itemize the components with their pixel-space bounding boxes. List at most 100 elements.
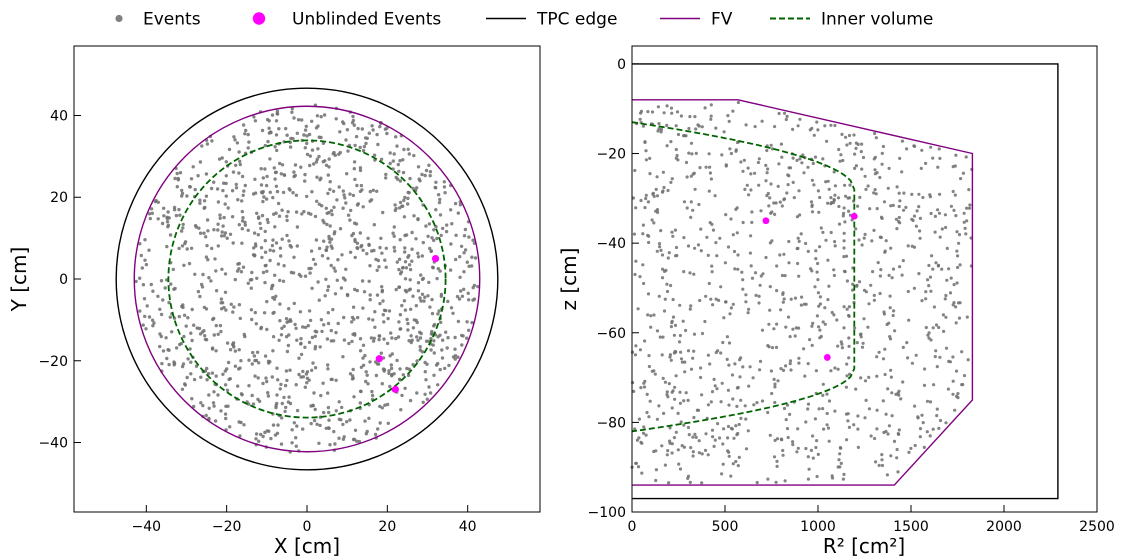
event-point <box>800 295 804 299</box>
event-point <box>281 190 286 195</box>
event-point <box>232 135 236 139</box>
event-point <box>657 404 661 408</box>
event-point <box>661 376 665 380</box>
event-point <box>715 387 719 391</box>
event-point <box>913 144 917 148</box>
event-point <box>854 164 859 168</box>
event-point <box>746 166 750 170</box>
event-point <box>373 325 377 329</box>
event-point <box>321 381 325 385</box>
event-point <box>853 326 857 330</box>
event-point <box>721 442 725 446</box>
event-point <box>390 352 394 356</box>
event-point <box>142 297 147 301</box>
event-point <box>955 281 959 285</box>
event-point <box>263 264 267 268</box>
event-point <box>749 264 753 268</box>
event-point <box>164 336 168 340</box>
event-point <box>773 400 777 405</box>
event-point <box>719 400 723 404</box>
event-point <box>332 205 336 209</box>
event-point <box>388 384 392 389</box>
event-point <box>920 299 924 303</box>
event-point <box>274 119 279 123</box>
event-point <box>880 463 885 468</box>
event-point <box>644 193 648 197</box>
event-point <box>236 262 240 266</box>
event-point <box>414 304 418 308</box>
event-point <box>699 366 703 370</box>
event-point <box>880 458 884 462</box>
event-point <box>827 439 831 443</box>
event-point <box>168 315 172 319</box>
event-point <box>686 244 691 248</box>
event-point <box>804 446 808 451</box>
event-point <box>319 135 323 140</box>
event-point <box>782 252 786 256</box>
event-point <box>941 313 946 317</box>
event-point <box>668 353 673 357</box>
event-point <box>797 189 801 193</box>
event-point <box>872 228 876 232</box>
event-point <box>669 325 674 329</box>
event-point <box>640 441 644 445</box>
event-point <box>270 243 275 248</box>
event-point <box>458 275 462 279</box>
event-point <box>372 223 376 227</box>
x-tick-label: 2000 <box>986 519 1022 535</box>
event-point <box>711 228 716 232</box>
event-point <box>190 397 194 401</box>
event-point <box>265 217 270 222</box>
event-point <box>642 385 647 389</box>
event-point <box>454 233 458 237</box>
unblinded-event-point <box>391 385 399 393</box>
event-point <box>237 420 241 424</box>
event-point <box>897 191 901 195</box>
event-point <box>821 230 825 234</box>
event-point <box>712 377 716 381</box>
event-point <box>219 329 223 334</box>
event-point <box>744 293 748 297</box>
event-point <box>352 123 356 127</box>
event-point <box>393 203 397 207</box>
event-point <box>775 289 779 293</box>
event-point <box>147 212 152 216</box>
event-point <box>410 259 414 263</box>
event-point <box>418 336 423 340</box>
event-point <box>937 211 942 215</box>
event-point <box>263 229 267 234</box>
xy-plot-frame <box>73 45 541 513</box>
event-point <box>755 401 759 405</box>
event-point <box>966 358 970 362</box>
event-point <box>859 376 863 380</box>
event-point <box>780 155 784 159</box>
event-point <box>633 272 637 277</box>
event-point <box>156 294 160 298</box>
event-point <box>899 397 903 401</box>
event-point <box>149 282 153 287</box>
event-point <box>681 319 685 323</box>
event-point <box>675 253 679 258</box>
event-point <box>389 366 394 371</box>
event-point <box>791 156 795 160</box>
event-point <box>204 255 209 259</box>
event-point <box>315 422 319 426</box>
event-point <box>938 156 942 160</box>
event-point <box>213 419 218 423</box>
event-point <box>645 392 649 396</box>
event-point <box>451 311 455 315</box>
event-point <box>334 117 338 121</box>
event-point <box>700 393 704 397</box>
event-point <box>631 381 635 385</box>
event-point <box>731 397 735 401</box>
event-point <box>884 412 888 416</box>
event-point <box>671 297 675 302</box>
event-point <box>328 187 332 192</box>
event-point <box>355 183 359 188</box>
event-point <box>328 180 332 184</box>
event-point <box>810 324 814 328</box>
event-point <box>279 382 283 387</box>
event-point <box>749 172 753 176</box>
event-point <box>355 241 360 245</box>
event-point <box>633 168 637 173</box>
